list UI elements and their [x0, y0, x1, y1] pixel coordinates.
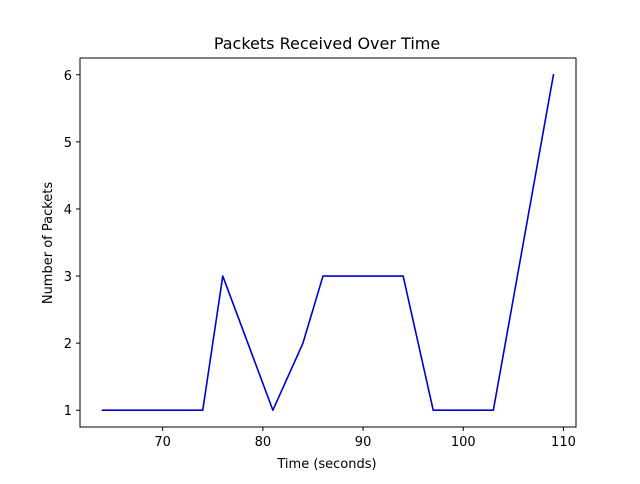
chart-title: Packets Received Over Time [214, 34, 440, 53]
series-line-0 [101, 73, 555, 412]
y-tick-label: 2 [64, 337, 72, 352]
x-tick-label: 110 [551, 435, 576, 450]
plot-area: 70 80 90 100 110 1 2 3 4 5 6 [64, 57, 577, 450]
x-tick-label: 90 [355, 435, 372, 450]
y-tick-label: 3 [64, 270, 72, 285]
y-tick-label: 1 [64, 404, 72, 419]
y-tick-label: 5 [64, 136, 72, 151]
plot-frame [79, 57, 577, 428]
x-tick-label: 80 [255, 435, 272, 450]
x-tick-label: 100 [451, 435, 476, 450]
y-tick-label: 6 [64, 69, 72, 84]
y-axis-label: Number of Packets [41, 182, 56, 305]
x-axis-label: Time (seconds) [276, 457, 376, 472]
y-tick-label: 4 [64, 203, 72, 218]
x-tick-label: 70 [154, 435, 171, 450]
